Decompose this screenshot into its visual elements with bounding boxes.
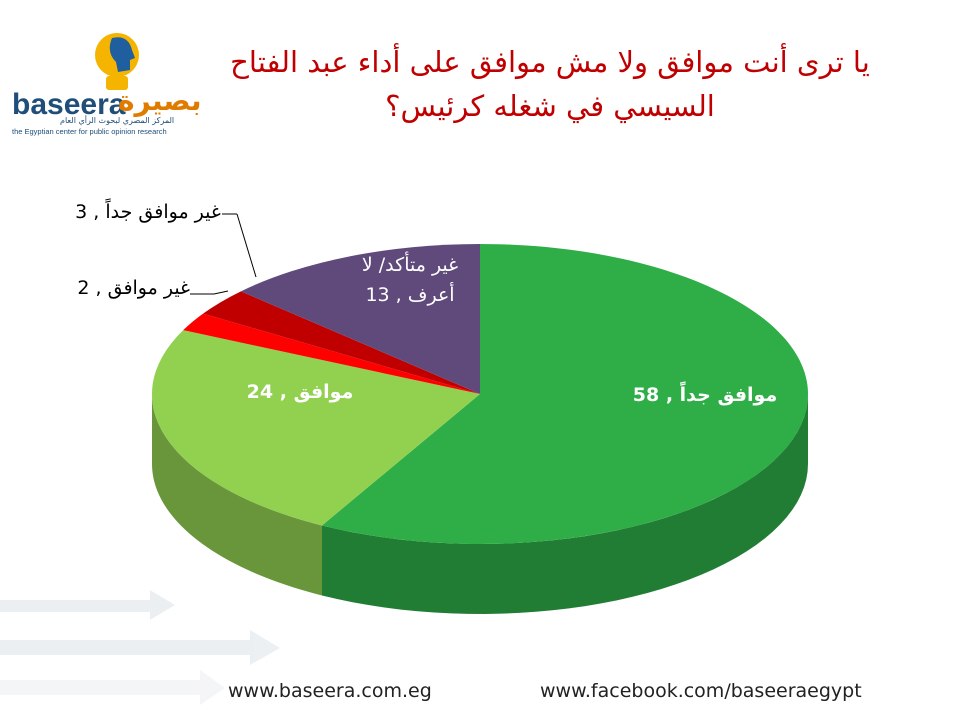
slice xyxy=(151,330,480,526)
category-name: غير موافق جداً xyxy=(105,201,221,223)
category-name: موافق جداً xyxy=(679,384,778,406)
logo-tagline: المركز المصري لبحوث الرأي العام xyxy=(60,116,175,125)
data-label: موافق جداً , 58 xyxy=(610,380,800,410)
logo-text: baseera xyxy=(12,88,126,121)
label-separator: , xyxy=(95,277,102,299)
label-separator: , xyxy=(665,384,674,406)
data-value: 24 xyxy=(246,381,274,403)
leader-line xyxy=(236,213,257,278)
category-name: موافق xyxy=(293,381,354,403)
label-separator: , xyxy=(93,201,100,223)
data-value: 13 xyxy=(365,284,390,306)
slice-side xyxy=(321,394,808,614)
footer-link: www.baseera.com.eg xyxy=(228,680,432,702)
background-arrows xyxy=(0,590,280,705)
logo-tagline: the Egyptian center for public opinion r… xyxy=(12,127,167,136)
logo-text: بصيرة xyxy=(118,84,202,117)
chart-title: يا ترى أنت موافق ولا مش موافق على أداء ع… xyxy=(230,45,870,123)
footer-link: www.facebook.com/baseeraegypt xyxy=(540,680,862,702)
data-label: غير موافق , 2 xyxy=(20,273,190,303)
data-value: 58 xyxy=(632,384,660,406)
slice xyxy=(203,291,481,394)
slice-side xyxy=(152,394,322,596)
category-name: غير متأكد/ لا أعرف xyxy=(361,254,459,306)
data-label: موافق , 24 xyxy=(220,377,380,407)
data-value: 3 xyxy=(75,201,88,223)
data-value: 2 xyxy=(77,277,90,299)
slice xyxy=(240,244,480,394)
logo-icon xyxy=(95,33,139,90)
label-separator: , xyxy=(279,381,287,403)
slice xyxy=(183,313,480,394)
data-label: غير موافق جداً , 3 xyxy=(60,197,236,227)
leader-line xyxy=(213,290,229,295)
category-name: غير موافق xyxy=(107,277,190,299)
data-label: غير متأكد/ لا أعرف , 13 xyxy=(340,250,480,310)
label-separator: , xyxy=(395,284,402,306)
slice xyxy=(321,244,809,544)
